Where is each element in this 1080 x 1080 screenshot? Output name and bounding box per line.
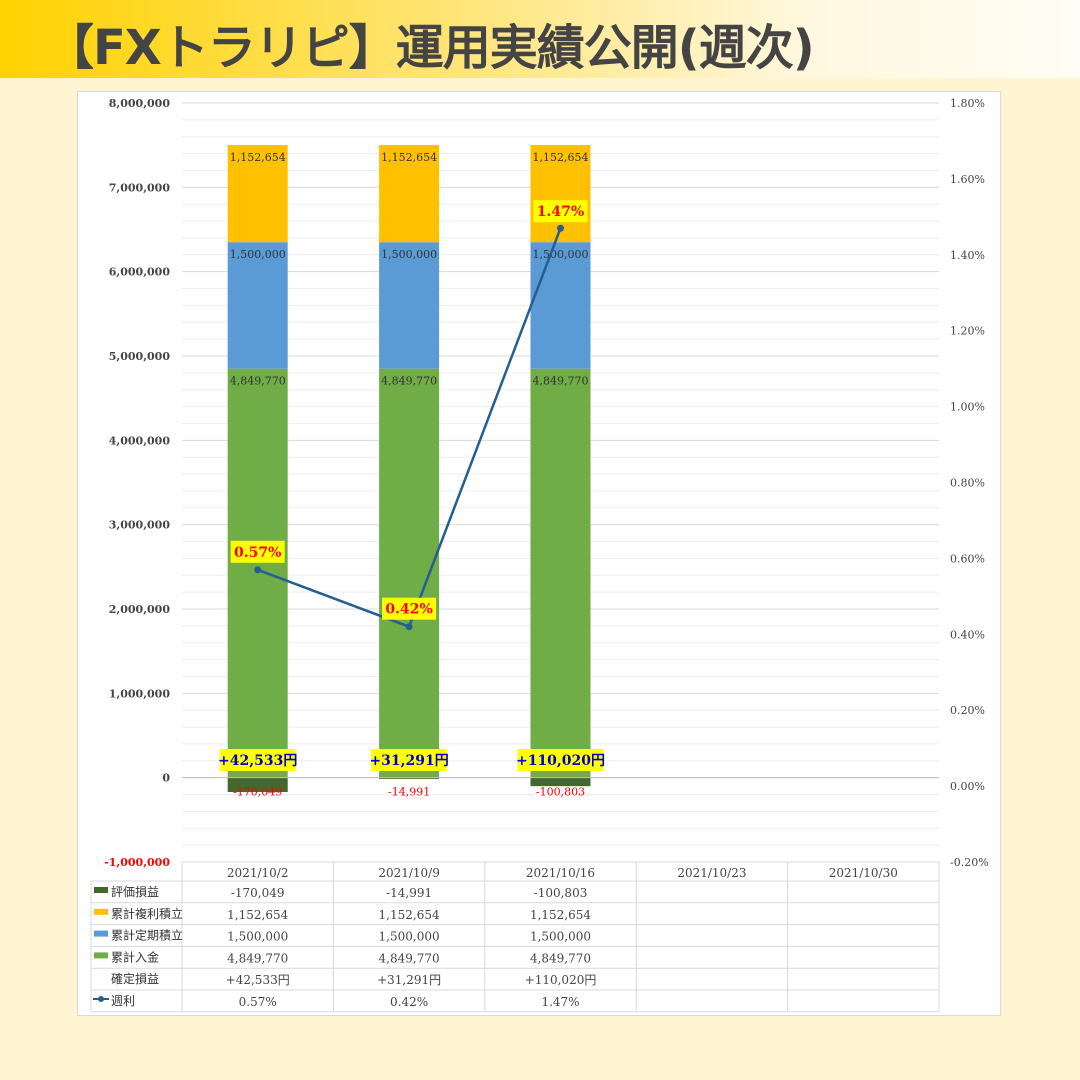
legend-label: 確定損益	[111, 971, 159, 986]
table-cell: 4,849,770	[530, 951, 591, 965]
bar-2	[227, 242, 288, 369]
right-tick-label: 1.00%	[950, 401, 985, 414]
table-cell: -14,991	[386, 886, 432, 900]
bar-data-label: 1,152,654	[230, 151, 286, 164]
legend-key-marker	[98, 996, 104, 1002]
category-label: 2021/10/30	[829, 866, 898, 880]
right-tick-label: 1.80%	[950, 97, 985, 110]
title-banner: 【FXトラリピ】運用実績公開(週次)	[0, 0, 1080, 78]
right-tick-label: 0.60%	[950, 552, 985, 565]
table-cell: -170,049	[231, 886, 285, 900]
table-cell: 4,849,770	[227, 951, 288, 965]
weekly-rate-point	[254, 566, 262, 574]
rate-label-box	[382, 597, 437, 620]
realized-label: +110,020円	[516, 753, 605, 769]
right-tick-label: 1.40%	[950, 249, 985, 262]
rate-label-box	[230, 540, 285, 563]
unrealized-label: -100,803	[536, 786, 585, 799]
realized-label-box	[371, 749, 448, 771]
legend-label: 累計入金	[111, 949, 159, 964]
bar-data-label: 4,849,770	[230, 375, 286, 388]
legend-key	[94, 930, 108, 937]
right-tick-label: 1.20%	[950, 325, 985, 338]
bar-3	[530, 368, 591, 778]
table-cell: +110,020円	[525, 973, 597, 987]
table-cell: 1,500,000	[530, 930, 591, 944]
weekly-rate-point	[557, 224, 564, 232]
bar-1	[379, 144, 440, 243]
table-cell: +42,533円	[226, 973, 290, 987]
bar-data-label: 1,152,654	[381, 151, 437, 164]
left-tick-label: 8,000,000	[109, 97, 171, 110]
left-tick-label: 6,000,000	[109, 266, 171, 279]
legend-label: 累計複利積立	[111, 906, 183, 921]
rate-label: 0.57%	[234, 545, 281, 561]
legend-label: 累計定期積立	[111, 928, 183, 943]
table-cell: 1,152,654	[530, 908, 591, 922]
bar-data-label: 1,500,000	[381, 248, 437, 261]
right-tick-label: 1.60%	[950, 173, 985, 186]
table-cell: -100,803	[534, 886, 588, 900]
table-cell: 0.57%	[239, 995, 277, 1009]
left-tick-label: 4,000,000	[109, 434, 171, 447]
left-tick-label: 1,000,000	[109, 687, 171, 700]
page-title: 【FXトラリピ】運用実績公開(週次)	[46, 20, 815, 76]
table-cell: +31,291円	[377, 973, 441, 987]
bar-data-label: 1,500,000	[533, 248, 589, 261]
unrealized-label: -14,991	[388, 786, 430, 799]
weekly-rate-point	[405, 623, 413, 631]
right-tick-label: 0.00%	[950, 780, 985, 793]
left-tick-label: 3,000,000	[109, 519, 171, 532]
unrealized-label: -170,049	[233, 786, 282, 799]
table-cell: 1,152,654	[379, 908, 440, 922]
realized-label: +42,533円	[218, 753, 297, 769]
realized-label: +31,291円	[369, 753, 448, 769]
left-tick-label: 2,000,000	[109, 603, 171, 616]
table-cell: 4,849,770	[379, 951, 440, 965]
legend-key	[94, 908, 108, 915]
table-cell: 1,500,000	[227, 930, 288, 944]
realized-label-box	[219, 749, 296, 771]
right-tick-label: 0.80%	[950, 477, 985, 490]
category-label: 2021/10/9	[378, 866, 440, 880]
right-tick-label: -0.20%	[950, 856, 989, 869]
legend-label: 週利	[111, 994, 135, 1008]
bar-data-label: 4,849,770	[533, 375, 589, 388]
bar-1	[227, 144, 288, 243]
bar-unrealized	[227, 777, 288, 793]
bar-data-label: 1,152,654	[533, 151, 589, 164]
left-tick-label: 0	[162, 772, 170, 785]
rate-label: 0.42%	[385, 602, 432, 618]
legend-key	[94, 952, 108, 959]
bar-data-label: 1,500,000	[230, 248, 286, 261]
table-cell: 1,152,654	[227, 908, 288, 922]
bar-2	[530, 242, 591, 369]
right-tick-label: 0.20%	[950, 704, 985, 717]
left-tick-label: 7,000,000	[109, 181, 171, 194]
legend-key	[94, 887, 108, 893]
bar-data-label: 4,849,770	[381, 375, 437, 388]
table-cell: 1,500,000	[379, 930, 440, 944]
legend-label: 評価損益	[111, 884, 159, 899]
realized-label-box	[517, 749, 604, 771]
rate-label: 1.47%	[537, 204, 584, 220]
bar-2	[379, 242, 440, 369]
table-cell: 0.42%	[390, 995, 428, 1009]
category-label: 2021/10/2	[227, 866, 289, 880]
bar-unrealized	[379, 777, 440, 779]
left-tick-label: -1,000,000	[104, 856, 170, 869]
category-label: 2021/10/16	[526, 866, 595, 880]
table-cell: 1.47%	[541, 995, 579, 1009]
right-tick-label: 0.40%	[950, 628, 985, 641]
left-tick-label: 5,000,000	[109, 350, 171, 363]
bar-unrealized	[530, 777, 591, 787]
rate-label-box	[533, 200, 588, 223]
category-label: 2021/10/23	[677, 866, 746, 880]
